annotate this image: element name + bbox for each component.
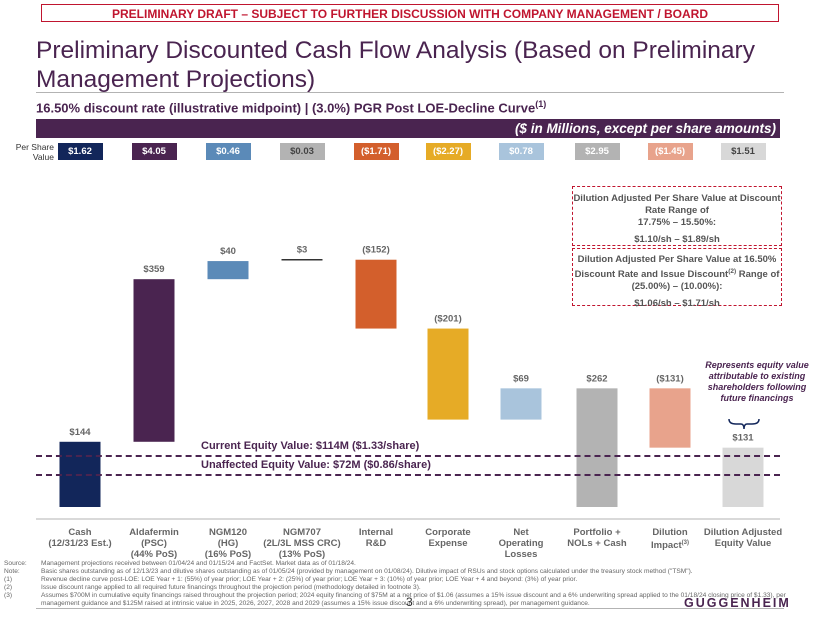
issue-discount-callout: Dilution Adjusted Per Share Value at 16.… [572,248,782,309]
per-share-label: Per Share Value [4,142,54,162]
brace-icon [728,418,760,430]
waterfall-bar [722,447,764,507]
reference-line [36,474,780,477]
title-rule [36,92,784,93]
subtitle: 16.50% discount rate (illustrative midpo… [36,99,546,115]
draft-banner: PRELIMINARY DRAFT – SUBJECT TO FURTHER D… [41,4,779,22]
issue-discount-callout-range: $1.06/sh – $1.71/sh [634,298,720,310]
bar-value-label: $131 [732,433,754,444]
bar-value-label: $69 [513,373,529,384]
issue-discount-callout-line1: Dilution Adjusted Per Share Value at 16.… [577,254,777,265]
page-title: Preliminary Discounted Cash Flow Analysi… [36,36,796,94]
category-label: Cash (12/31/23 Est.) [48,527,112,549]
category-label: Net Operating Losses [498,527,544,560]
reference-line-label: Unaffected Equity Value: $72M ($0.86/sha… [201,459,431,472]
waterfall-bar [427,328,469,420]
per-share-box: $1.51 [720,143,766,160]
discount-rate-callout: Dilution Adjusted Per Share Value at Dis… [572,186,782,246]
equity-value-note: Represents equity value attributable to … [705,360,809,403]
discount-rate-callout-line1: Dilution Adjusted Per Share Value at Dis… [573,193,781,204]
footnote: Note: Basic shares outstanding as of 12/1… [4,568,693,575]
bar-value-label: $144 [69,427,91,438]
bar-value-label: $359 [143,264,164,275]
footnote: Source: Management projections received b… [4,560,356,567]
issue-discount-callout-line3: (25.00%) – (10.00%): [631,281,723,293]
discount-rate-callout-line2: Rate Range of [645,205,709,216]
waterfall-bar [576,388,618,507]
bar-value-label: $40 [220,246,236,257]
issue-discount-callout-line2: Discount Rate and Issue Discount(2) Rang… [574,268,780,281]
per-share-label-line1: Per Share [15,142,54,152]
guggenheim-logo: GUGGENHEIM [684,596,791,610]
units-banner: ($ in Millions, except per share amounts… [36,119,780,138]
bar-value-label: $262 [586,373,607,384]
bar-value-label: ($131) [656,373,683,384]
per-share-label-line2: Value [32,152,54,162]
waterfall-bar [207,261,249,280]
category-label: Dilution Adjusted Equity Value [703,527,783,549]
per-share-box: $4.05 [131,143,177,160]
category-label: NGM120 (HG) (16% PoS) [204,527,252,560]
footer-rule [36,608,784,609]
bar-value-label: ($152) [362,245,389,256]
category-label: Portfolio + NOLs + Cash [567,527,627,549]
per-share-box: ($1.45) [647,143,693,160]
reference-line [36,455,780,458]
title-line-2: Management Projections) [36,66,316,93]
issue-discount-footnote-ref: (2) [728,268,737,275]
footnote: (2) Issue discount range applied to all r… [4,584,421,591]
waterfall-bar [500,388,542,420]
subtitle-text: 16.50% discount rate (illustrative midpo… [36,100,536,116]
category-label: Corporate Expense [425,527,471,549]
waterfall-bar [649,388,691,448]
per-share-box: $2.95 [574,143,620,160]
category-label: Internal R&D [358,527,394,549]
discount-rate-callout-line3: 17.75% – 15.50%: [637,217,717,228]
category-label: NGM707 (2L/3L MSS CRC) (13% PoS) [263,527,341,560]
discount-rate-callout-range: $1.10/sh – $1.89/sh [634,234,720,245]
subtitle-footnote-ref: (1) [535,99,547,109]
per-share-box: $0.78 [498,143,544,160]
bar-value-label: $3 [297,245,308,256]
category-label: Dilution Impact(3) [651,527,689,552]
title-line-1: Preliminary Discounted Cash Flow Analysi… [36,37,755,64]
bar-value-label: ($201) [434,314,461,325]
category-label: Aldafermin (PSC) (44% PoS) [129,527,179,560]
waterfall-bar [133,279,175,442]
per-share-box: ($1.71) [353,143,399,160]
per-share-box: $0.46 [205,143,251,160]
per-share-box: $0.03 [279,143,325,160]
per-share-box: ($2.27) [425,143,471,160]
page-number: 3 [406,595,413,609]
per-share-box: $1.62 [57,143,103,160]
reference-line-label: Current Equity Value: $114M ($1.33/share… [201,440,420,453]
footnotes: Source: Management projections received b… [4,560,804,608]
footnote: (3) Assumes $700M in cumulative equity fi… [4,592,786,607]
waterfall-bar [355,259,397,329]
footnote: (1) Revenue decline curve post-LOE: LOE Y… [4,576,578,583]
